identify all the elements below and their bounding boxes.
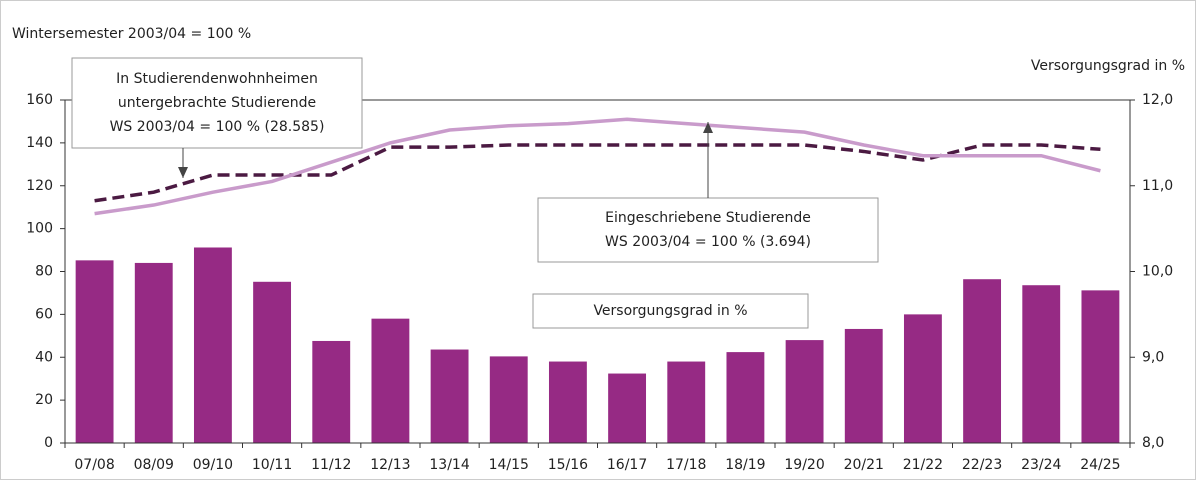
y2-axis-label: Versorgungsgrad in % [1031, 58, 1185, 74]
y2-tick-label: 11,0 [1142, 178, 1173, 194]
x-tick-label: 19/20 [784, 457, 824, 473]
x-tick-label: 15/16 [548, 457, 588, 473]
y-tick-label: 160 [26, 92, 53, 108]
arrow-head [178, 167, 188, 178]
x-tick-label: 08/09 [134, 457, 174, 473]
x-tick-label: 13/14 [429, 457, 469, 473]
x-tick-label: 10/11 [252, 457, 292, 473]
y-tick-label: 100 [26, 221, 53, 237]
annotation-box [537, 197, 879, 263]
x-tick-label: 14/15 [489, 457, 529, 473]
y-tick-label: 0 [44, 435, 53, 451]
y-tick-label: 120 [26, 178, 53, 194]
bar [963, 279, 1002, 443]
bar [371, 318, 410, 443]
bar [134, 262, 173, 443]
x-tick-label: 22/23 [962, 457, 1002, 473]
y2-tick-label: 9,0 [1142, 349, 1164, 365]
bar [785, 340, 824, 443]
x-tick-label: 11/12 [311, 457, 351, 473]
bar [726, 352, 765, 443]
x-tick-label: 16/17 [607, 457, 647, 473]
annotation-text: Eingeschriebene Studierende [605, 210, 811, 226]
bar [1022, 285, 1061, 443]
y2-tick-label: 8,0 [1142, 435, 1164, 451]
x-tick-label: 23/24 [1021, 457, 1061, 473]
x-tick-label: 20/21 [844, 457, 884, 473]
x-tick-label: 18/19 [725, 457, 765, 473]
bar [489, 356, 528, 443]
annotation-text: Versorgungsgrad in % [593, 303, 747, 319]
annotation-text: In Studierendenwohnheimen [116, 71, 318, 87]
x-tick-label: 12/13 [370, 457, 410, 473]
y-tick-label: 40 [35, 349, 53, 365]
x-tick-label: 21/22 [903, 457, 943, 473]
bar [844, 328, 883, 443]
arrow-head [703, 122, 713, 133]
bar [253, 281, 292, 443]
annotation-text: WS 2003/04 = 100 % (3.694) [605, 234, 811, 250]
line [94, 143, 1101, 203]
y2-tick-label: 12,0 [1142, 92, 1173, 108]
y-tick-label: 140 [26, 135, 53, 151]
x-tick-label: 24/25 [1080, 457, 1120, 473]
x-tick-label: 17/18 [666, 457, 706, 473]
bar [430, 349, 469, 443]
annotation-box [532, 293, 809, 329]
y-tick-label: 60 [35, 306, 53, 322]
bar [75, 260, 114, 443]
y-axis-label: Wintersemester 2003/04 = 100 % [12, 26, 251, 42]
annotation-text: WS 2003/04 = 100 % (28.585) [110, 119, 325, 135]
bar [667, 361, 706, 443]
bar [193, 247, 232, 443]
bar [903, 314, 942, 443]
bar [548, 361, 587, 443]
x-tick-label: 09/10 [193, 457, 233, 473]
bar [1081, 290, 1120, 443]
bar [608, 373, 647, 443]
x-tick-label: 07/08 [74, 457, 114, 473]
annotation-box [71, 57, 363, 149]
y-tick-label: 80 [35, 264, 53, 280]
annotation-text: untergebrachte Studierende [118, 95, 316, 111]
bar [312, 340, 351, 443]
y2-tick-label: 10,0 [1142, 264, 1173, 280]
y-tick-label: 20 [35, 392, 53, 408]
line [94, 117, 1101, 216]
